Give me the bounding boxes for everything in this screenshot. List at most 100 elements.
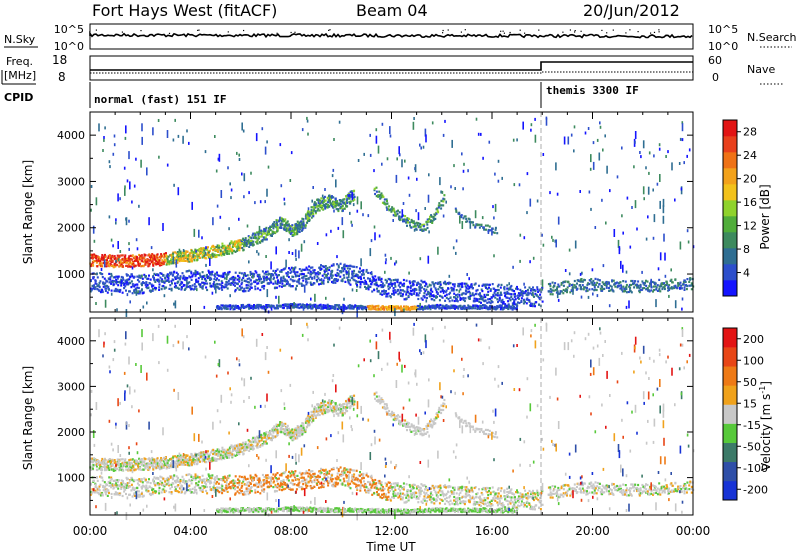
echo-pixel	[263, 230, 266, 233]
echo-pixel	[260, 229, 263, 232]
echo-pixel	[118, 289, 121, 292]
echo-pixel	[587, 295, 590, 299]
echo-pixel	[397, 209, 399, 212]
echo-pixel	[391, 305, 394, 308]
echo-pixel	[145, 281, 148, 285]
echo-pixel	[339, 203, 341, 206]
noise-spike	[509, 31, 511, 34]
echo-pixel	[124, 285, 127, 288]
noise-spike	[503, 32, 505, 34]
echo-pixel	[184, 255, 187, 258]
echo-pixel	[336, 202, 339, 205]
echo-pixel	[393, 209, 396, 212]
echo-pixel	[116, 288, 119, 291]
power-colorbar-label: Power [dB]	[758, 184, 772, 249]
echo-pixel	[264, 229, 267, 233]
echo-pixel	[103, 459, 106, 462]
echo-pixel	[160, 263, 163, 267]
echo-pixel	[137, 464, 140, 467]
echo-pixel	[115, 275, 118, 278]
echo-pixel	[121, 291, 124, 294]
echo-pixel	[418, 291, 421, 294]
echo-pixel	[154, 462, 157, 465]
echo-pixel	[322, 280, 325, 284]
echo-pixel	[152, 258, 155, 261]
echo-pixel	[291, 229, 293, 233]
echo-pixel	[476, 299, 479, 302]
echo-pixel	[294, 233, 297, 236]
echo-pixel	[490, 299, 493, 302]
echo-pixel	[228, 227, 230, 231]
echo-pixel	[674, 284, 677, 287]
echo-pixel	[176, 275, 179, 278]
echo-pixel	[328, 268, 331, 272]
echo-pixel	[369, 279, 372, 283]
echo-pixel	[480, 295, 483, 298]
echo-pixel	[461, 152, 463, 156]
echo-pixel	[437, 305, 440, 308]
echo-pixel	[493, 307, 496, 310]
echo-pixel	[338, 304, 341, 307]
echo-pixel	[423, 296, 426, 299]
echo-pixel	[509, 285, 512, 289]
echo-pixel	[238, 278, 241, 281]
echo-pixel	[228, 246, 231, 249]
echo-pixel	[140, 255, 143, 258]
echo-pixel	[182, 257, 185, 260]
echo-pixel	[664, 274, 667, 278]
echo-pixel	[642, 186, 645, 195]
echo-pixel	[566, 286, 569, 289]
echo-pixel	[485, 228, 487, 231]
echo-pixel	[392, 289, 395, 292]
echo-pixel	[308, 214, 311, 217]
echo-pixel	[487, 283, 490, 286]
echo-pixel	[474, 226, 477, 229]
echo-pixel	[428, 230, 430, 234]
echo-pixel	[186, 129, 188, 133]
echo-pixel	[557, 216, 560, 225]
echo-pixel	[494, 289, 497, 292]
echo-pixel	[385, 206, 388, 209]
echo-pixel	[343, 305, 346, 308]
echo-pixel	[662, 198, 665, 207]
echo-pixel	[169, 284, 172, 287]
echo-pixel	[177, 459, 180, 463]
echo-pixel	[95, 261, 98, 264]
echo-pixel	[601, 198, 603, 202]
echo-pixel	[494, 308, 497, 311]
echo-pixel	[265, 273, 268, 276]
echo-pixel	[519, 233, 522, 237]
echo-pixel	[212, 282, 215, 286]
echo-pixel	[650, 289, 653, 292]
echo-pixel	[454, 187, 456, 190]
echo-pixel	[430, 214, 433, 217]
echo-pixel	[407, 285, 410, 289]
echo-pixel	[447, 287, 450, 290]
echo-pixel	[463, 307, 466, 310]
echo-pixel	[302, 218, 305, 221]
echo-pixel	[280, 269, 283, 272]
echo-pixel	[329, 203, 332, 206]
echo-pixel	[653, 214, 656, 223]
echo-pixel	[176, 251, 179, 254]
freq-label-top: Freq.	[6, 55, 33, 68]
echo-pixel	[661, 287, 664, 291]
echo-pixel	[564, 280, 567, 283]
echo-pixel	[94, 280, 97, 283]
echo-pixel	[310, 297, 312, 301]
echo-pixel	[433, 299, 436, 302]
echo-pixel	[418, 305, 421, 308]
echo-pixel	[175, 259, 178, 268]
echo-pixel	[105, 468, 108, 472]
echo-pixel	[586, 283, 589, 286]
echo-pixel	[150, 246, 153, 250]
echo-pixel	[407, 176, 410, 180]
echo-pixel	[331, 306, 334, 310]
echo-pixel	[190, 270, 193, 273]
echo-pixel	[264, 228, 267, 231]
echo-pixel	[549, 285, 552, 288]
echo-pixel	[126, 293, 129, 297]
echo-pixel	[616, 175, 619, 179]
echo-pixel	[249, 286, 252, 289]
echo-pixel	[179, 276, 182, 279]
